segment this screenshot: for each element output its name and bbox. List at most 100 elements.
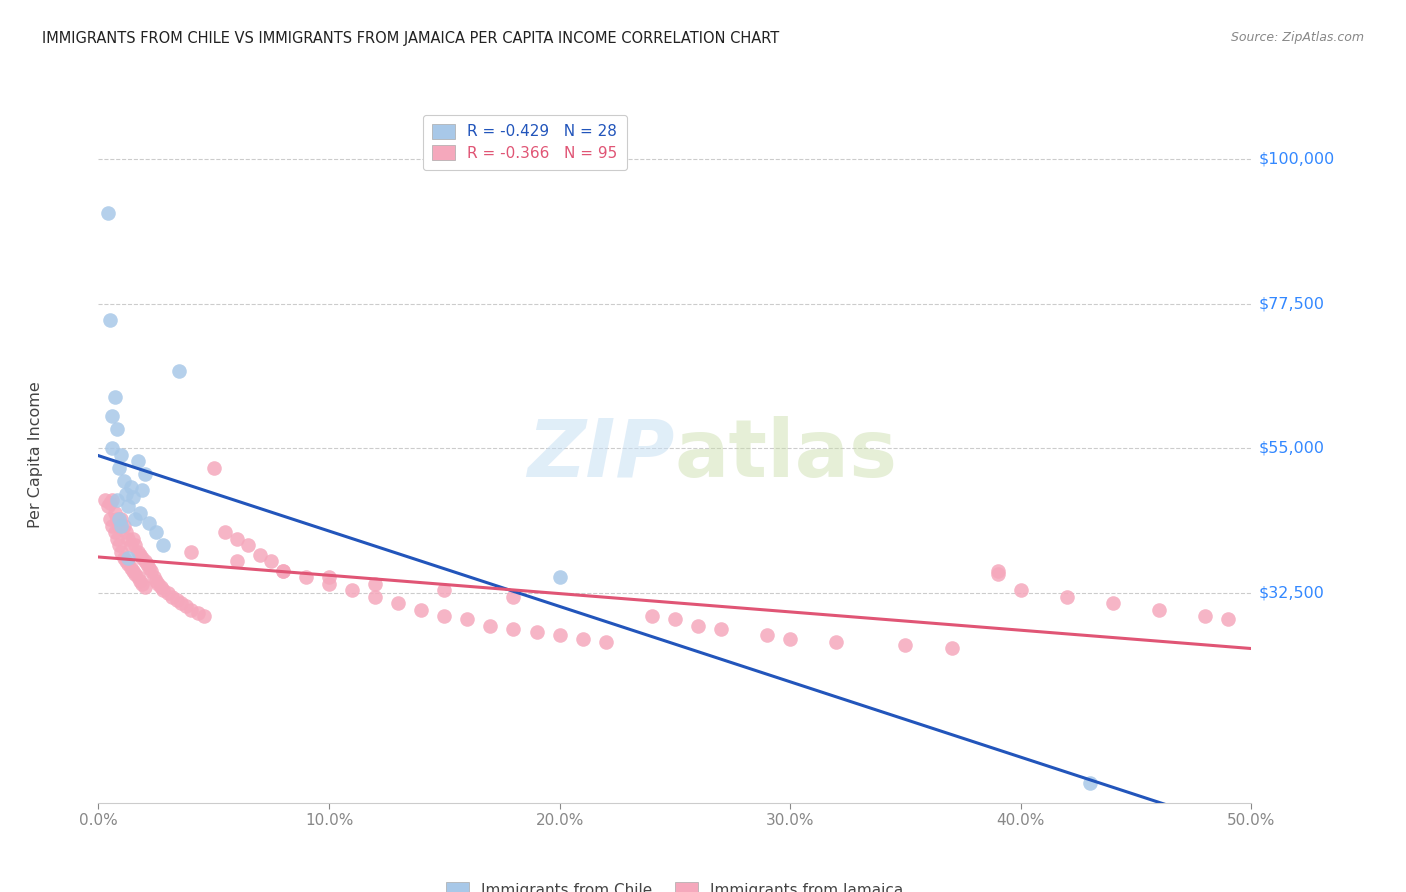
Text: $32,500: $32,500 xyxy=(1258,586,1324,601)
Text: Per Capita Income: Per Capita Income xyxy=(28,382,42,528)
Point xyxy=(174,599,197,614)
Point xyxy=(433,609,456,624)
Point xyxy=(1102,596,1125,610)
Point xyxy=(456,612,478,626)
Point xyxy=(110,544,132,558)
Point xyxy=(1056,590,1078,604)
Point xyxy=(117,500,139,514)
Point xyxy=(98,496,121,510)
Point xyxy=(108,460,131,475)
Point xyxy=(193,609,215,624)
Point xyxy=(103,525,125,540)
Point xyxy=(105,532,128,546)
Point xyxy=(112,474,135,488)
Point xyxy=(1147,602,1170,616)
Point xyxy=(124,538,146,552)
Point xyxy=(127,544,149,558)
Point xyxy=(502,590,524,604)
Point xyxy=(1010,583,1032,598)
Point xyxy=(249,548,271,562)
Point xyxy=(340,583,363,598)
Point xyxy=(595,634,617,648)
Point xyxy=(148,576,170,591)
Point xyxy=(131,551,153,566)
Point xyxy=(160,590,183,604)
Point xyxy=(105,493,128,508)
Point xyxy=(112,518,135,533)
Point xyxy=(101,493,124,508)
Point xyxy=(103,506,125,520)
Point xyxy=(167,364,190,378)
Point xyxy=(149,580,172,594)
Point xyxy=(129,574,152,588)
Text: $100,000: $100,000 xyxy=(1258,151,1334,166)
Point xyxy=(110,448,132,462)
Text: $77,500: $77,500 xyxy=(1258,296,1324,311)
Point xyxy=(122,490,145,504)
Point xyxy=(571,632,593,646)
Point xyxy=(108,512,131,526)
Point xyxy=(779,632,801,646)
Point xyxy=(260,554,283,568)
Point xyxy=(98,512,121,526)
Point xyxy=(131,483,153,498)
Point xyxy=(987,567,1010,582)
Point xyxy=(894,638,917,652)
Point xyxy=(756,628,779,642)
Point xyxy=(142,570,165,584)
Point xyxy=(120,560,142,574)
Point xyxy=(526,625,548,640)
Point xyxy=(271,564,294,578)
Point xyxy=(117,532,139,546)
Point xyxy=(318,570,340,584)
Point xyxy=(120,480,142,494)
Text: $55,000: $55,000 xyxy=(1258,441,1324,456)
Point xyxy=(108,538,131,552)
Point xyxy=(170,596,193,610)
Point xyxy=(105,512,128,526)
Point xyxy=(180,602,202,616)
Point xyxy=(433,583,456,598)
Point xyxy=(271,564,294,578)
Point xyxy=(548,570,571,584)
Point xyxy=(110,512,132,526)
Point xyxy=(225,554,247,568)
Point xyxy=(214,525,236,540)
Point xyxy=(117,551,139,566)
Point xyxy=(1078,776,1101,790)
Point xyxy=(1218,612,1240,626)
Point xyxy=(97,206,120,220)
Point xyxy=(710,622,733,636)
Point xyxy=(122,532,145,546)
Point xyxy=(94,493,117,508)
Point xyxy=(117,558,139,572)
Point xyxy=(202,460,225,475)
Point xyxy=(124,512,146,526)
Point xyxy=(105,422,128,436)
Point xyxy=(115,525,138,540)
Point xyxy=(479,618,502,632)
Point xyxy=(364,590,387,604)
Point xyxy=(502,622,524,636)
Point xyxy=(987,564,1010,578)
Point xyxy=(156,586,179,600)
Point xyxy=(411,602,433,616)
Point xyxy=(110,518,132,533)
Point xyxy=(138,516,160,530)
Text: IMMIGRANTS FROM CHILE VS IMMIGRANTS FROM JAMAICA PER CAPITA INCOME CORRELATION C: IMMIGRANTS FROM CHILE VS IMMIGRANTS FROM… xyxy=(42,31,779,46)
Point xyxy=(145,525,167,540)
Point xyxy=(124,567,146,582)
Point xyxy=(101,518,124,533)
Point xyxy=(225,532,247,546)
Point xyxy=(187,606,209,620)
Point xyxy=(141,564,163,578)
Point xyxy=(134,580,156,594)
Point xyxy=(134,467,156,482)
Point xyxy=(129,548,152,562)
Point xyxy=(103,390,125,404)
Point xyxy=(548,628,571,642)
Point xyxy=(127,454,149,468)
Text: Source: ZipAtlas.com: Source: ZipAtlas.com xyxy=(1230,31,1364,45)
Point xyxy=(115,554,138,568)
Point xyxy=(135,558,157,572)
